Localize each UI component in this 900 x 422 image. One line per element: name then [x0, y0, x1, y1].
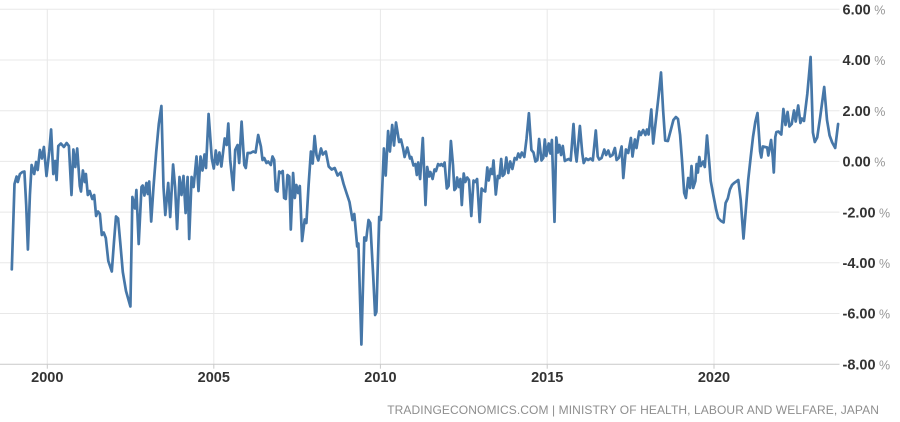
svg-text:2000: 2000	[31, 370, 63, 386]
svg-text:-4.00 %: -4.00 %	[843, 256, 891, 272]
svg-text:-6.00 %: -6.00 %	[843, 307, 891, 323]
svg-text:4.00 %: 4.00 %	[843, 53, 886, 69]
svg-text:TRADINGECONOMICS.COM | MINISTR: TRADINGECONOMICS.COM | MINISTRY OF HEALT…	[387, 403, 879, 417]
svg-text:0.00 %: 0.00 %	[843, 155, 886, 171]
svg-text:2015: 2015	[531, 370, 563, 386]
svg-text:2005: 2005	[198, 370, 230, 386]
svg-text:-8.00 %: -8.00 %	[843, 357, 891, 373]
svg-text:2.00 %: 2.00 %	[843, 104, 886, 120]
svg-text:-2.00 %: -2.00 %	[843, 205, 891, 221]
svg-text:2010: 2010	[364, 370, 396, 386]
svg-text:2020: 2020	[698, 370, 730, 386]
svg-text:6.00 %: 6.00 %	[843, 3, 886, 19]
